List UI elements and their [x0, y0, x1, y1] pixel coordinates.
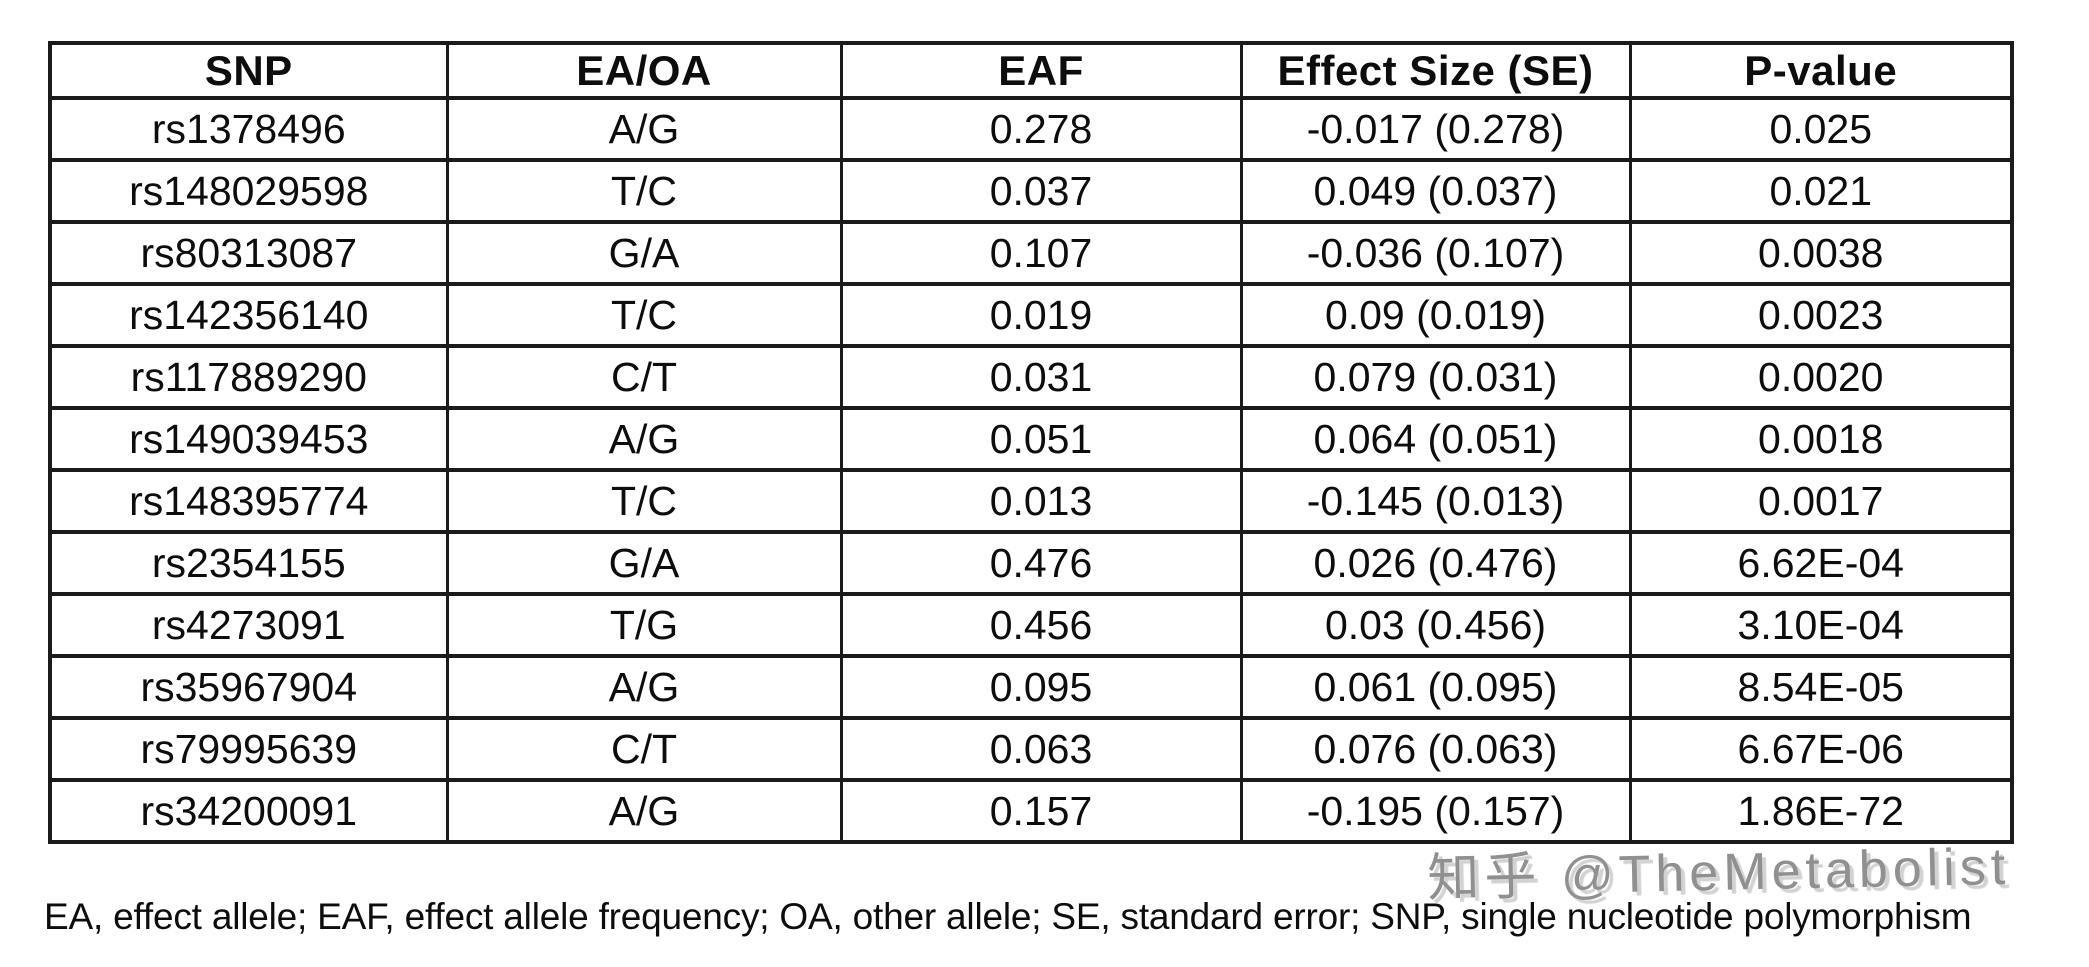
table-cell: 0.278: [839, 96, 1243, 162]
table-cell: 0.061 (0.095): [1239, 654, 1632, 720]
table-row: rs4273091 T/G 0.456 0.03 (0.456) 3.10E-04: [48, 592, 2014, 658]
table-cell: 0.107: [839, 220, 1243, 286]
table-cell: rs1378496: [48, 96, 449, 162]
table-cell: T/G: [445, 592, 843, 658]
snp-results-table: SNP EA/OA EAF Effect Size (SE) P-value rs137…: [48, 41, 2014, 844]
table-cell: rs117889290: [48, 344, 449, 410]
table-cell: T/C: [445, 468, 843, 534]
table-cell: rs4273091: [48, 592, 449, 658]
table-cell: -0.036 (0.107): [1239, 220, 1632, 286]
table-cell: 8.54E-05: [1628, 654, 2014, 720]
table-cell: T/C: [445, 282, 843, 348]
table-cell: rs149039453: [48, 406, 449, 472]
table-row: rs35967904 A/G 0.095 0.061 (0.095) 8.54E-05: [48, 654, 2014, 720]
table-row: rs2354155 G/A 0.476 0.026 (0.476) 6.62E-04: [48, 530, 2014, 596]
table-cell: 0.013: [839, 468, 1243, 534]
column-header: EAF: [839, 41, 1243, 100]
table-cell: 0.095: [839, 654, 1243, 720]
table-cell: 0.063: [839, 716, 1243, 782]
table-row: rs79995639 C/T 0.063 0.076 (0.063) 6.67E-06: [48, 716, 2014, 782]
table-cell: 0.0018: [1628, 406, 2014, 472]
abbreviations-footnote: EA, effect allele; EAF, effect allele fr…: [44, 896, 1972, 937]
table-cell: 0.019: [839, 282, 1243, 348]
table-cell: G/A: [445, 220, 843, 286]
table-cell: 0.049 (0.037): [1239, 158, 1632, 224]
table-row: rs1378496 A/G 0.278 -0.017 (0.278) 0.025: [48, 96, 2014, 162]
column-header: P-value: [1628, 41, 2014, 100]
table-row: rs117889290 C/T 0.031 0.079 (0.031) 0.0020: [48, 344, 2014, 410]
zhihu-watermark: 知乎 @TheMetabolist: [1426, 837, 2011, 908]
table-cell: rs148395774: [48, 468, 449, 534]
table-cell: A/G: [445, 96, 843, 162]
table-cell: rs142356140: [48, 282, 449, 348]
table-cell: 0.079 (0.031): [1239, 344, 1632, 410]
table-cell: C/T: [445, 344, 843, 410]
table-cell: 6.62E-04: [1628, 530, 2014, 596]
snp-table-head: SNP EA/OA EAF Effect Size (SE) P-value: [48, 41, 2014, 100]
table-row: rs142356140 T/C 0.019 0.09 (0.019) 0.0023: [48, 282, 2014, 348]
table-row: rs148395774 T/C 0.013 -0.145 (0.013) 0.0017: [48, 468, 2014, 534]
table-cell: T/C: [445, 158, 843, 224]
table-cell: -0.195 (0.157): [1239, 778, 1632, 844]
table-cell: A/G: [445, 406, 843, 472]
table-cell: 0.051: [839, 406, 1243, 472]
table-cell: rs79995639: [48, 716, 449, 782]
table-cell: rs34200091: [48, 778, 449, 844]
column-header: EA/OA: [445, 41, 843, 100]
table-cell: rs35967904: [48, 654, 449, 720]
header-row: SNP EA/OA EAF Effect Size (SE) P-value: [48, 41, 2014, 100]
table-cell: 0.456: [839, 592, 1243, 658]
table-cell: 0.026 (0.476): [1239, 530, 1632, 596]
table-cell: A/G: [445, 778, 843, 844]
table-row: rs148029598 T/C 0.037 0.049 (0.037) 0.021: [48, 158, 2014, 224]
table-row: rs34200091 A/G 0.157 -0.195 (0.157) 1.86E-72: [48, 778, 2014, 844]
table-cell: C/T: [445, 716, 843, 782]
table-cell: -0.017 (0.278): [1239, 96, 1632, 162]
table-cell: rs148029598: [48, 158, 449, 224]
table-cell: 0.037: [839, 158, 1243, 224]
column-header: Effect Size (SE): [1239, 41, 1632, 100]
table-cell: 0.0023: [1628, 282, 2014, 348]
table-cell: -0.145 (0.013): [1239, 468, 1632, 534]
table-cell: 0.025: [1628, 96, 2014, 162]
table-row: rs149039453 A/G 0.051 0.064 (0.051) 0.0018: [48, 406, 2014, 472]
column-header: SNP: [48, 41, 449, 100]
table-cell: 0.03 (0.456): [1239, 592, 1632, 658]
table-cell: 6.67E-06: [1628, 716, 2014, 782]
table-cell: 0.031: [839, 344, 1243, 410]
table-cell: 0.076 (0.063): [1239, 716, 1632, 782]
table-cell: 0.09 (0.019): [1239, 282, 1632, 348]
table-cell: 1.86E-72: [1628, 778, 2014, 844]
table-cell: 0.064 (0.051): [1239, 406, 1632, 472]
table-cell: A/G: [445, 654, 843, 720]
table-cell: G/A: [445, 530, 843, 596]
table-cell: 0.0020: [1628, 344, 2014, 410]
table-cell: 3.10E-04: [1628, 592, 2014, 658]
table-cell: 0.021: [1628, 158, 2014, 224]
table-cell: rs2354155: [48, 530, 449, 596]
table-row: rs80313087 G/A 0.107 -0.036 (0.107) 0.0038: [48, 220, 2014, 286]
table-cell: 0.0017: [1628, 468, 2014, 534]
table-cell: rs80313087: [48, 220, 449, 286]
table-cell: 0.476: [839, 530, 1243, 596]
table-cell: 0.157: [839, 778, 1243, 844]
table-cell: 0.0038: [1628, 220, 2014, 286]
snp-table-body: rs1378496 A/G 0.278 -0.017 (0.278) 0.025 rs14…: [48, 96, 2014, 844]
